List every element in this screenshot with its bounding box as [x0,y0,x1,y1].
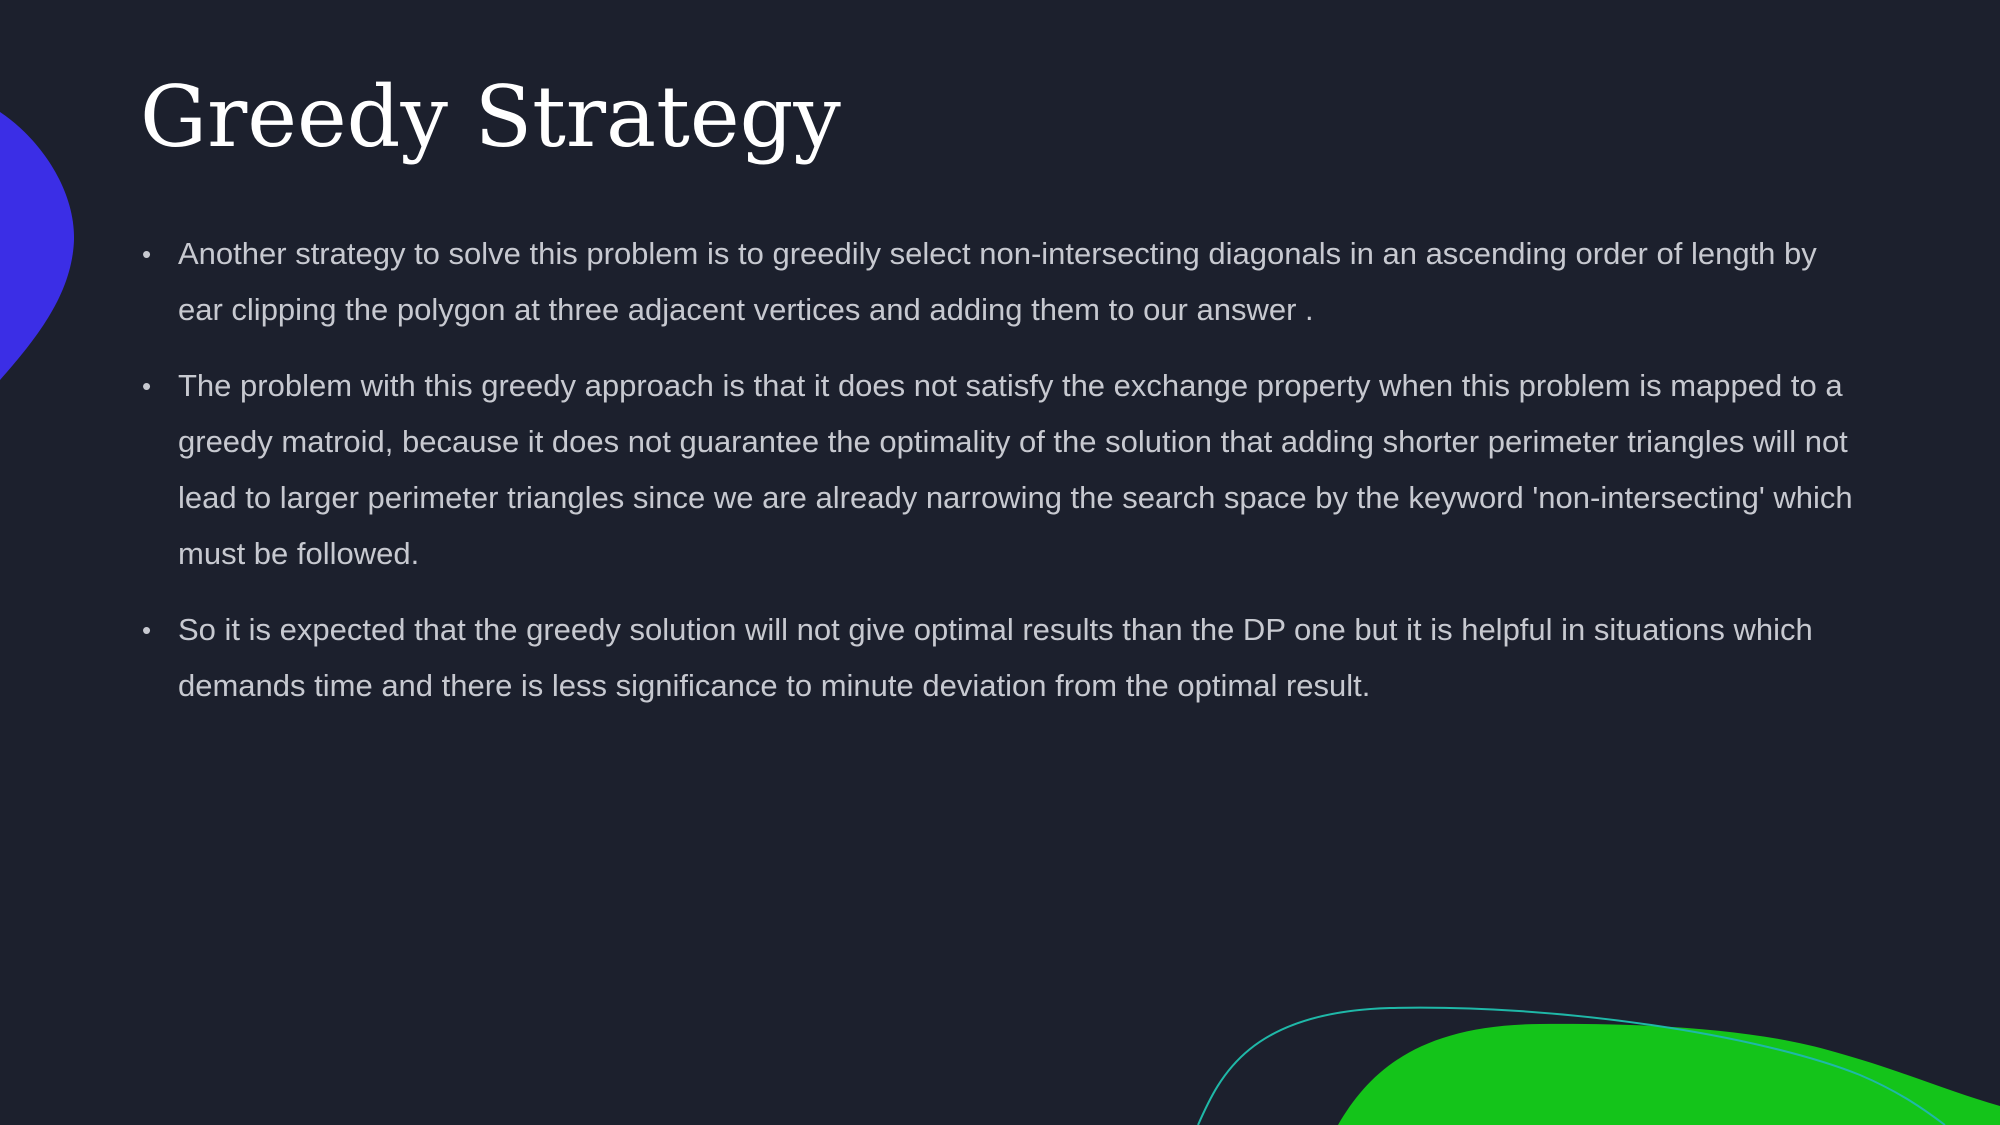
bullet-dot-icon: • [142,615,152,645]
bullet-item: • The problem with this greedy approach … [140,358,1870,582]
bullet-text: Another strategy to solve this problem i… [178,236,1817,327]
bullet-text: The problem with this greedy approach is… [178,368,1853,571]
bullet-item: • Another strategy to solve this problem… [140,226,1870,338]
teal-curve-line [1197,1006,1946,1125]
green-blob-shape [1338,1023,2000,1125]
bullet-dot-icon: • [142,371,152,401]
bullet-item: • So it is expected that the greedy solu… [140,602,1870,714]
bullet-list: • Another strategy to solve this problem… [140,226,1870,734]
blue-blob-shape [0,112,75,380]
bullet-dot-icon: • [142,239,152,269]
bullet-text: So it is expected that the greedy soluti… [178,612,1813,703]
slide-title: Greedy Strategy [140,68,841,166]
